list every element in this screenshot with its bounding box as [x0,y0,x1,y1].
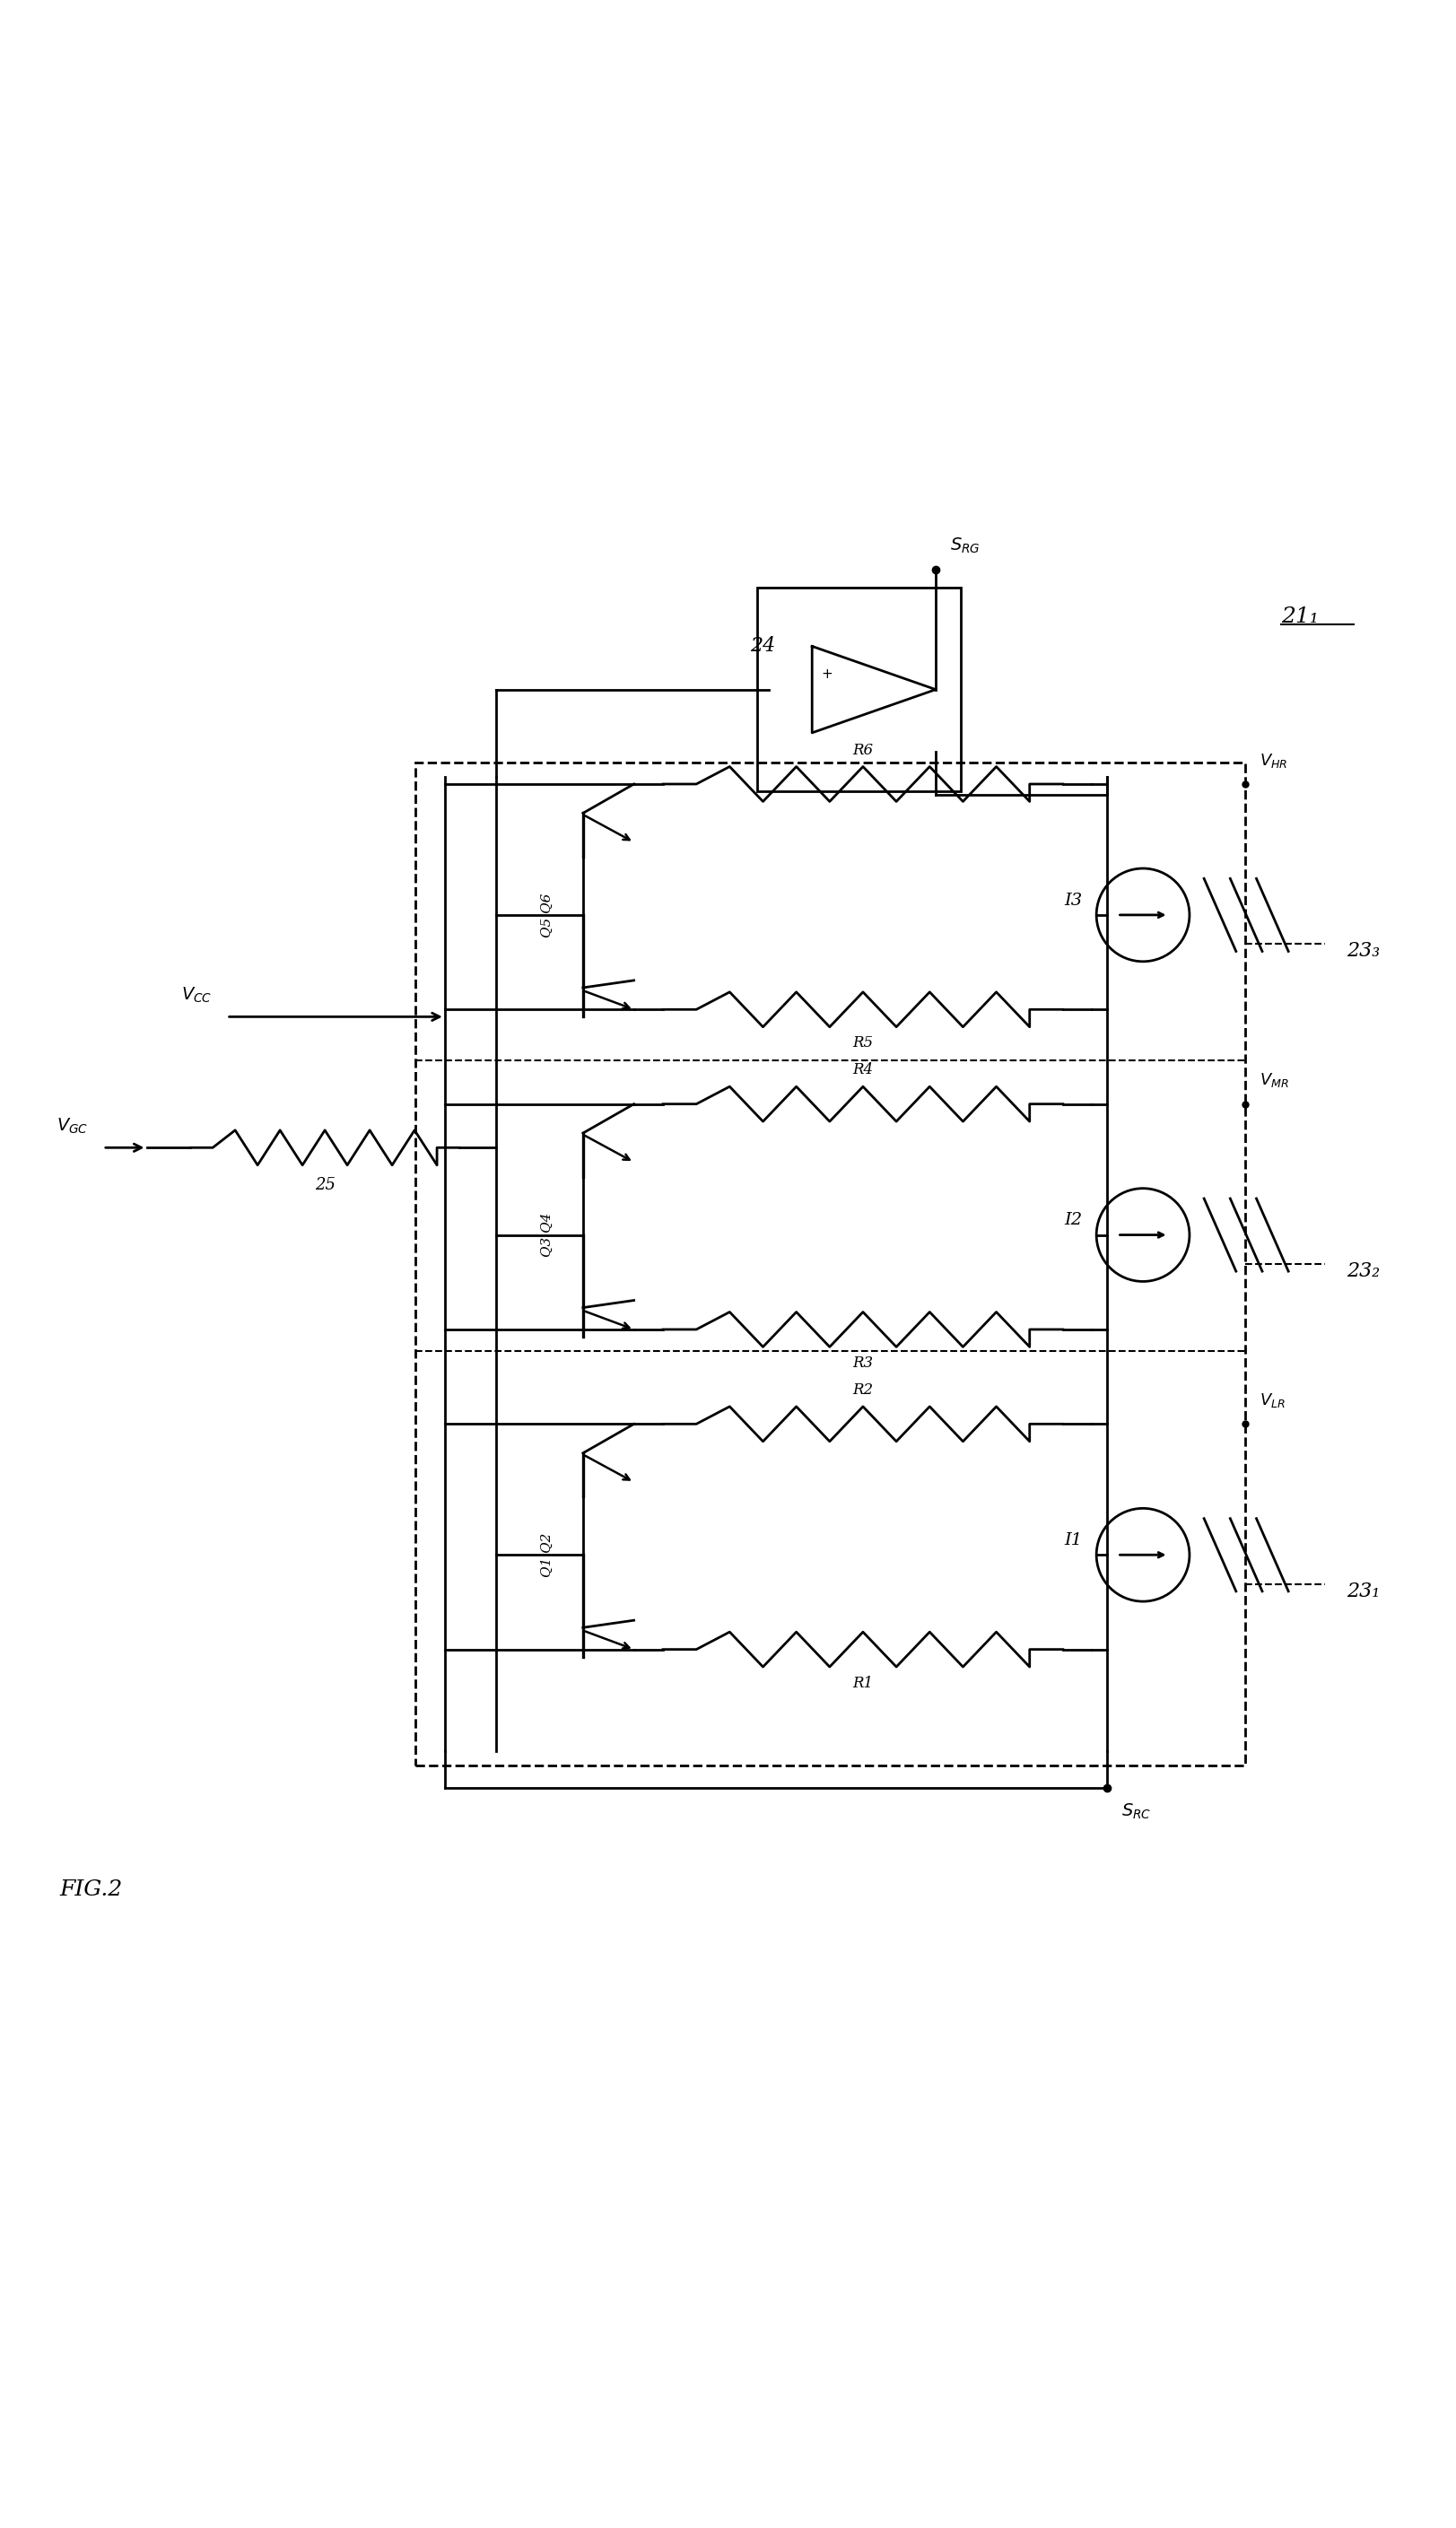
Text: 25: 25 [314,1176,335,1193]
Text: $V_{HR}$: $V_{HR}$ [1258,751,1287,769]
Text: 24: 24 [750,637,775,655]
Text: I2: I2 [1063,1213,1082,1229]
Text: $V_{LR}$: $V_{LR}$ [1258,1390,1284,1411]
Text: Q5 Q6: Q5 Q6 [540,892,553,938]
Text: R2: R2 [852,1383,872,1398]
Text: Q1 Q2: Q1 Q2 [540,1532,553,1577]
Text: I1: I1 [1063,1532,1082,1550]
Text: 21₁: 21₁ [1280,607,1318,627]
Text: $V_{CC}$: $V_{CC}$ [181,986,213,1004]
Text: R3: R3 [852,1355,872,1370]
Text: 23₂: 23₂ [1345,1261,1379,1282]
Text: I3: I3 [1063,892,1082,908]
Text: +: + [820,667,831,680]
Text: R1: R1 [852,1676,872,1691]
Text: 23₁: 23₁ [1345,1583,1379,1600]
Text: R6: R6 [852,743,872,758]
Text: FIG.2: FIG.2 [60,1878,122,1899]
Text: $V_{GC}$: $V_{GC}$ [57,1117,89,1135]
Text: 23₃: 23₃ [1345,940,1379,961]
Text: R4: R4 [852,1062,872,1077]
Text: $V_{MR}$: $V_{MR}$ [1258,1072,1289,1090]
Text: $S_{RC}$: $S_{RC}$ [1121,1802,1150,1820]
Text: R5: R5 [852,1036,872,1052]
Text: $S_{RG}$: $S_{RG}$ [949,536,980,556]
Bar [415,763,1243,1765]
Text: Q3 Q4: Q3 Q4 [540,1213,553,1256]
